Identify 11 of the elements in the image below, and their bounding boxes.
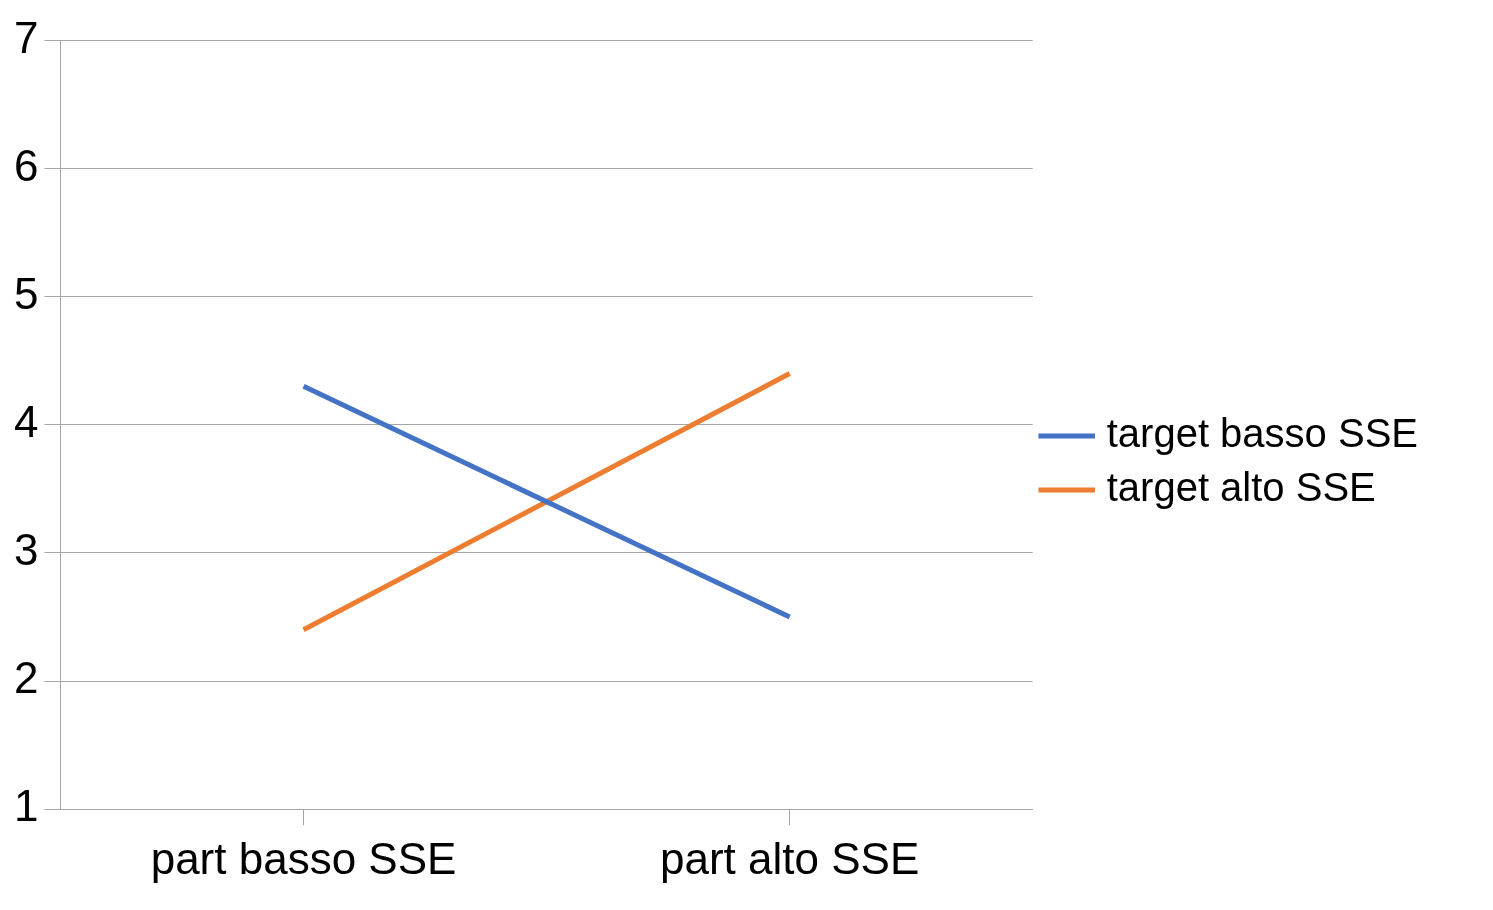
x-tick-label: part alto SSE (660, 833, 920, 883)
y-tick-label: 5 (13, 268, 39, 318)
legend-label: target alto SSE (1106, 465, 1376, 510)
y-tick-label: 2 (13, 653, 39, 703)
legend-label: target basso SSE (1106, 411, 1419, 456)
y-tick-label: 3 (13, 525, 39, 575)
y-tick-label: 4 (13, 396, 39, 446)
y-tick-label: 6 (13, 140, 39, 190)
x-tick-label: part basso SSE (150, 833, 457, 883)
y-tick-label: 7 (13, 12, 39, 62)
y-tick-label: 1 (13, 781, 39, 831)
